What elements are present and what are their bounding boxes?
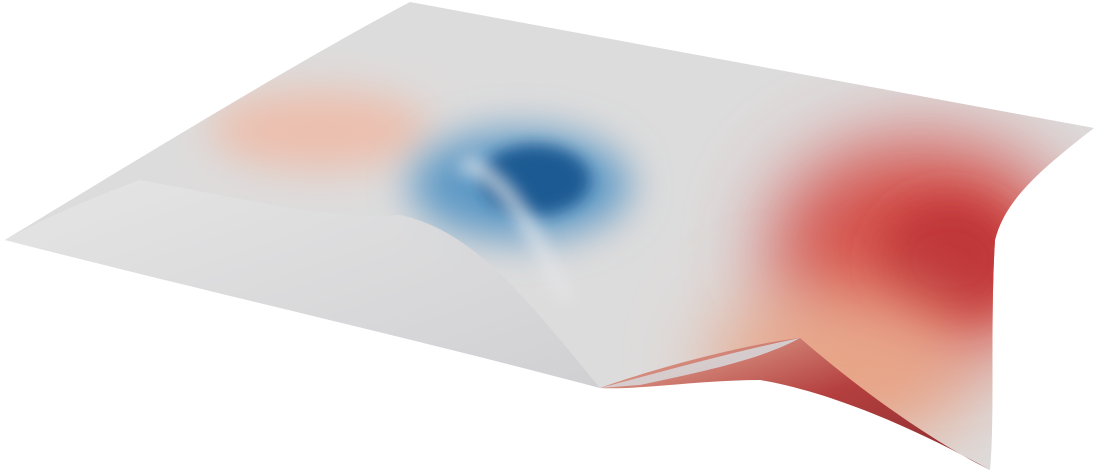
fold-lip [600,338,800,388]
left-warm [210,90,430,170]
red-core [880,200,1020,320]
front-fold [5,180,600,388]
ridge-highlight [455,155,575,300]
